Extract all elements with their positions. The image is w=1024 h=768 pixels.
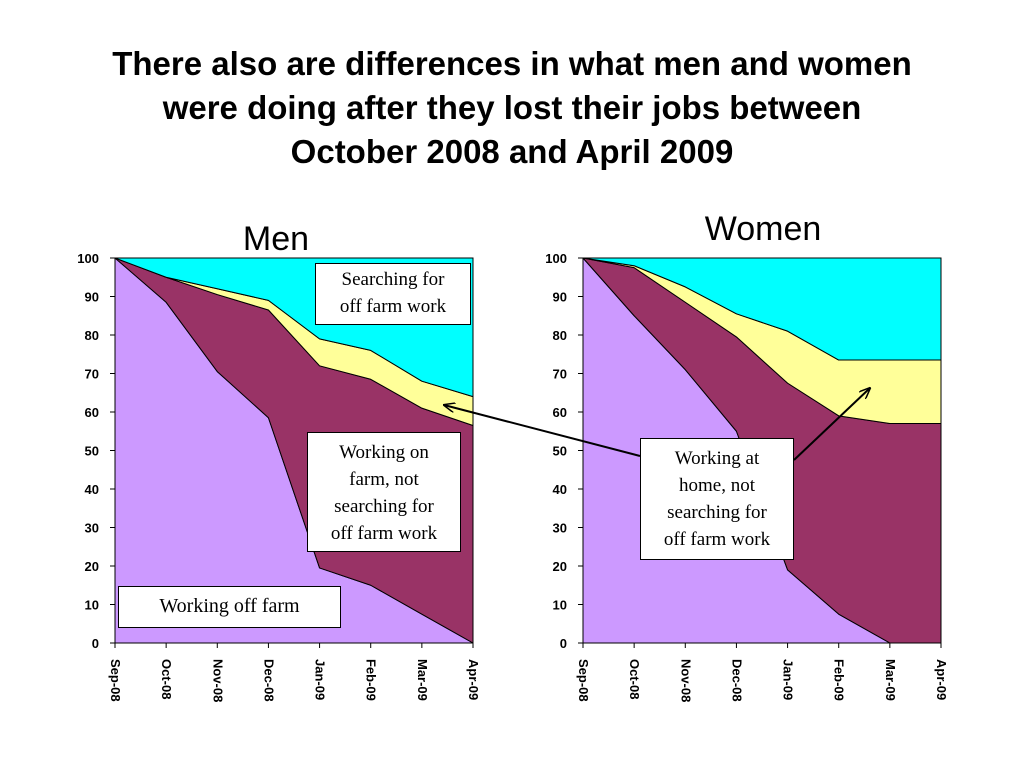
annotation-working-at-home-line-2: home, not <box>679 475 755 496</box>
annotation-working-on-farm: Working on farm, not searching for off f… <box>307 432 461 552</box>
annotation-working-off-farm-line-1: Working off farm <box>159 595 300 617</box>
men-x-tick-label-6: Mar-09 <box>415 659 430 701</box>
arrow-to-men-chart <box>444 405 641 457</box>
arrow-to-women-chart <box>793 388 870 461</box>
women-y-tick-label-6: 60 <box>553 405 567 420</box>
women-y-tick-label-4: 40 <box>553 482 567 497</box>
women-y-tick-label-2: 20 <box>553 559 567 574</box>
women-chart-title: Women <box>704 210 822 248</box>
women-x-tick-label-6: Mar-09 <box>883 659 898 701</box>
men-y-tick-label-6: 60 <box>85 405 99 420</box>
men-y-tick-label-3: 30 <box>85 521 99 536</box>
men-x-tick-label-7: Apr-09 <box>466 659 481 700</box>
women-x-tick-label-3: Dec-08 <box>729 659 744 702</box>
men-x-tick-label-5: Feb-09 <box>364 659 379 701</box>
women-x-tick-label-5: Feb-09 <box>832 659 847 701</box>
women-x-tick-label-2: Nov-08 <box>678 659 693 702</box>
annotation-working-at-home-line-4: off farm work <box>663 529 771 550</box>
men-y-tick-label-1: 10 <box>85 598 99 613</box>
women-y-tick-label-7: 70 <box>553 367 567 382</box>
women-y-tick-label-10: 100 <box>545 251 567 266</box>
men-x-tick-label-3: Dec-08 <box>261 659 276 702</box>
women-y-tick-label-8: 80 <box>553 328 567 343</box>
annotation-working-on-farm-line-1: Working on <box>339 442 429 463</box>
men-y-tick-label-0: 0 <box>92 636 99 651</box>
annotation-working-on-farm-line-4: off farm work <box>330 523 438 544</box>
women-x-tick-label-7: Apr-09 <box>934 659 949 700</box>
women-x-tick-label-4: Jan-09 <box>781 659 796 700</box>
men-x-tick-label-0: Sep-08 <box>108 659 123 702</box>
men-y-tick-label-9: 90 <box>85 290 99 305</box>
women-y-tick-label-3: 30 <box>553 521 567 536</box>
annotation-working-on-farm-line-3: searching for <box>334 496 434 517</box>
slide-title-line-3: October 2008 and April 2009 <box>290 133 734 170</box>
women-y-tick-label-5: 50 <box>553 444 567 459</box>
slide-title-line-1: There also are differences in what men a… <box>112 45 912 82</box>
men-y-tick-label-8: 80 <box>85 328 99 343</box>
annotation-searching-line-1: Searching for <box>341 269 445 290</box>
slide-title-line-2: were doing after they lost their jobs be… <box>162 89 862 126</box>
men-chart-title: Men <box>242 220 310 258</box>
annotation-working-off-farm: Working off farm <box>118 586 341 628</box>
men-x-tick-label-4: Jan-09 <box>313 659 328 700</box>
annotation-working-at-home: Working at home, not searching for off f… <box>640 438 794 560</box>
annotation-searching-line-2: off farm work <box>339 296 447 317</box>
women-y-tick-label-0: 0 <box>560 636 567 651</box>
men-y-tick-label-5: 50 <box>85 444 99 459</box>
annotation-working-on-farm-line-2: farm, not <box>349 469 419 490</box>
annotation-working-at-home-line-1: Working at <box>674 448 760 469</box>
women-x-tick-label-0: Sep-08 <box>576 659 591 702</box>
slide-title: There also are differences in what men a… <box>40 42 984 174</box>
annotation-working-at-home-line-3: searching for <box>667 502 767 523</box>
women-x-tick-label-1: Oct-08 <box>627 659 642 699</box>
women-y-tick-label-9: 90 <box>553 290 567 305</box>
men-x-tick-label-2: Nov-08 <box>210 659 225 702</box>
men-y-tick-label-7: 70 <box>85 367 99 382</box>
men-y-tick-label-4: 40 <box>85 482 99 497</box>
men-y-tick-label-10: 100 <box>77 251 99 266</box>
men-y-tick-label-2: 20 <box>85 559 99 574</box>
women-y-tick-label-1: 10 <box>553 598 567 613</box>
annotation-searching: Searching for off farm work <box>315 263 471 325</box>
men-x-tick-label-1: Oct-08 <box>159 659 174 699</box>
